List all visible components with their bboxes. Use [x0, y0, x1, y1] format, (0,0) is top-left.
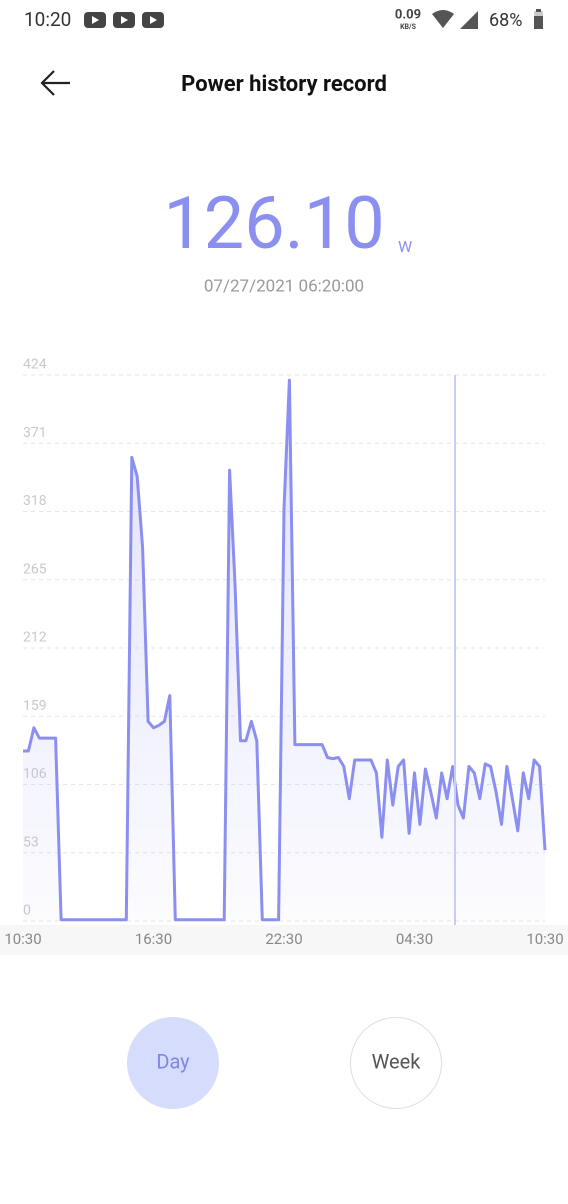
notification-icons — [84, 12, 164, 28]
x-axis-band — [0, 925, 568, 955]
y-tick-label: 212 — [23, 630, 47, 646]
battery-icon — [534, 9, 543, 29]
back-button[interactable] — [40, 70, 70, 96]
y-tick-label: 371 — [23, 425, 47, 441]
wifi-icon — [432, 10, 454, 28]
page-title: Power history record — [181, 72, 387, 97]
network-speed-unit: KB/S — [400, 23, 417, 31]
power-unit: W — [398, 237, 412, 256]
y-tick-label: 424 — [23, 357, 47, 373]
status-time: 10:20 — [24, 8, 71, 31]
y-tick-label: 159 — [23, 698, 47, 714]
area-fill — [23, 380, 545, 921]
day-button[interactable] — [127, 1017, 219, 1109]
x-tick-label: 10:30 — [526, 930, 563, 948]
y-tick-label: 318 — [23, 493, 47, 509]
signal-icon — [460, 11, 478, 29]
x-tick-label: 22:30 — [265, 930, 302, 948]
y-tick-label: 265 — [23, 561, 47, 577]
power-line — [23, 378, 547, 922]
power-chart: 05310615921226531837142410:3016:3022:300… — [4, 357, 563, 948]
x-tick-label: 10:30 — [4, 930, 41, 948]
power-value: 126.10 — [163, 181, 384, 266]
day-button-label[interactable]: Day — [156, 1049, 190, 1073]
battery-level: 68% — [489, 10, 522, 31]
network-speed: 0.09 — [395, 7, 421, 22]
week-button-label[interactable]: Week — [372, 1049, 422, 1073]
x-tick-label: 16:30 — [135, 930, 172, 948]
x-tick-label: 04:30 — [396, 930, 433, 948]
week-button[interactable] — [350, 1017, 442, 1109]
reading-timestamp: 07/27/2021 06:20:00 — [204, 276, 364, 296]
